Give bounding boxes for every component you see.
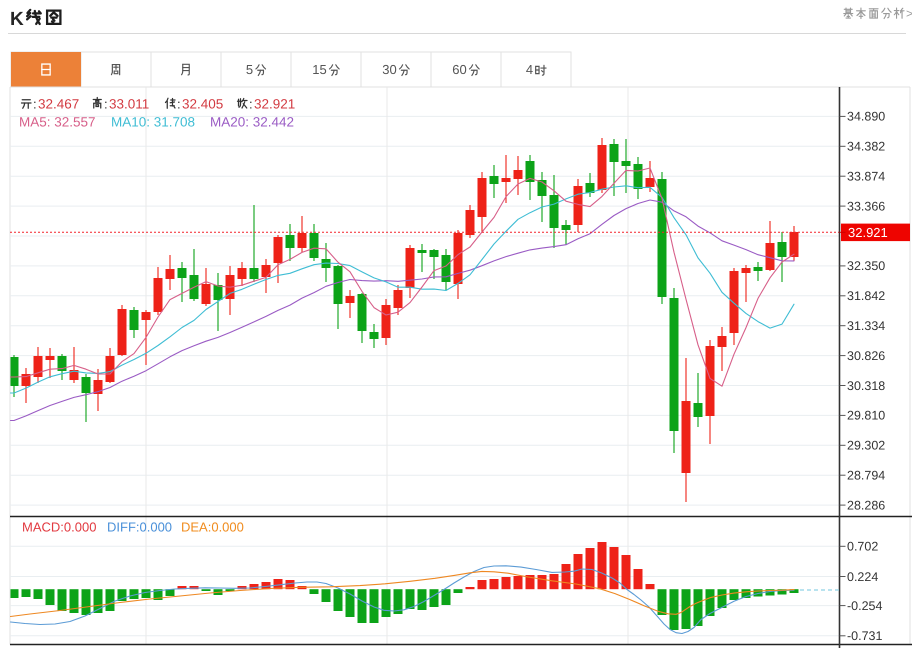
svg-text:MACD:0.000: MACD:0.000 [22,520,96,535]
svg-text::: : [33,97,37,112]
svg-text:4: 4 [526,62,533,77]
svg-text:32.405: 32.405 [182,97,223,112]
svg-text:>: > [906,7,912,21]
svg-text:33.874: 33.874 [847,170,885,184]
svg-text:MA20: 32.442: MA20: 32.442 [210,115,294,130]
svg-text::: : [249,97,253,112]
svg-text:28.794: 28.794 [847,469,885,483]
svg-text:32.467: 32.467 [38,97,79,112]
svg-text:0.702: 0.702 [847,540,878,554]
svg-text:32.921: 32.921 [254,97,295,112]
svg-text:28.286: 28.286 [847,498,885,512]
svg-text:32.921: 32.921 [848,225,888,240]
svg-text:5: 5 [246,62,253,77]
svg-text:0.224: 0.224 [847,570,878,584]
svg-text:30.826: 30.826 [847,349,885,363]
svg-text:33.011: 33.011 [109,97,149,112]
svg-text:-0.254: -0.254 [847,599,882,613]
svg-text:34.890: 34.890 [847,110,885,124]
svg-text:30: 30 [382,62,396,77]
svg-text:DEA:0.000: DEA:0.000 [181,520,244,535]
svg-text:31.842: 31.842 [847,289,885,303]
svg-text:34.382: 34.382 [847,140,885,154]
svg-text:K: K [10,9,24,30]
svg-text:32.350: 32.350 [847,259,885,273]
svg-text:-0.731: -0.731 [847,629,882,643]
svg-text:29.302: 29.302 [847,439,885,453]
svg-text:30.318: 30.318 [847,379,885,393]
svg-text:33.366: 33.366 [847,199,885,213]
svg-text:DIFF:0.000: DIFF:0.000 [107,520,172,535]
svg-text:60: 60 [452,62,466,77]
svg-text::: : [177,97,181,112]
svg-text::: : [104,97,108,112]
svg-text:29.810: 29.810 [847,409,885,423]
svg-text:MA5: 32.557: MA5: 32.557 [19,115,96,130]
svg-text:MA10: 31.708: MA10: 31.708 [111,115,195,130]
svg-text:31.334: 31.334 [847,319,885,333]
svg-text:15: 15 [312,62,326,77]
